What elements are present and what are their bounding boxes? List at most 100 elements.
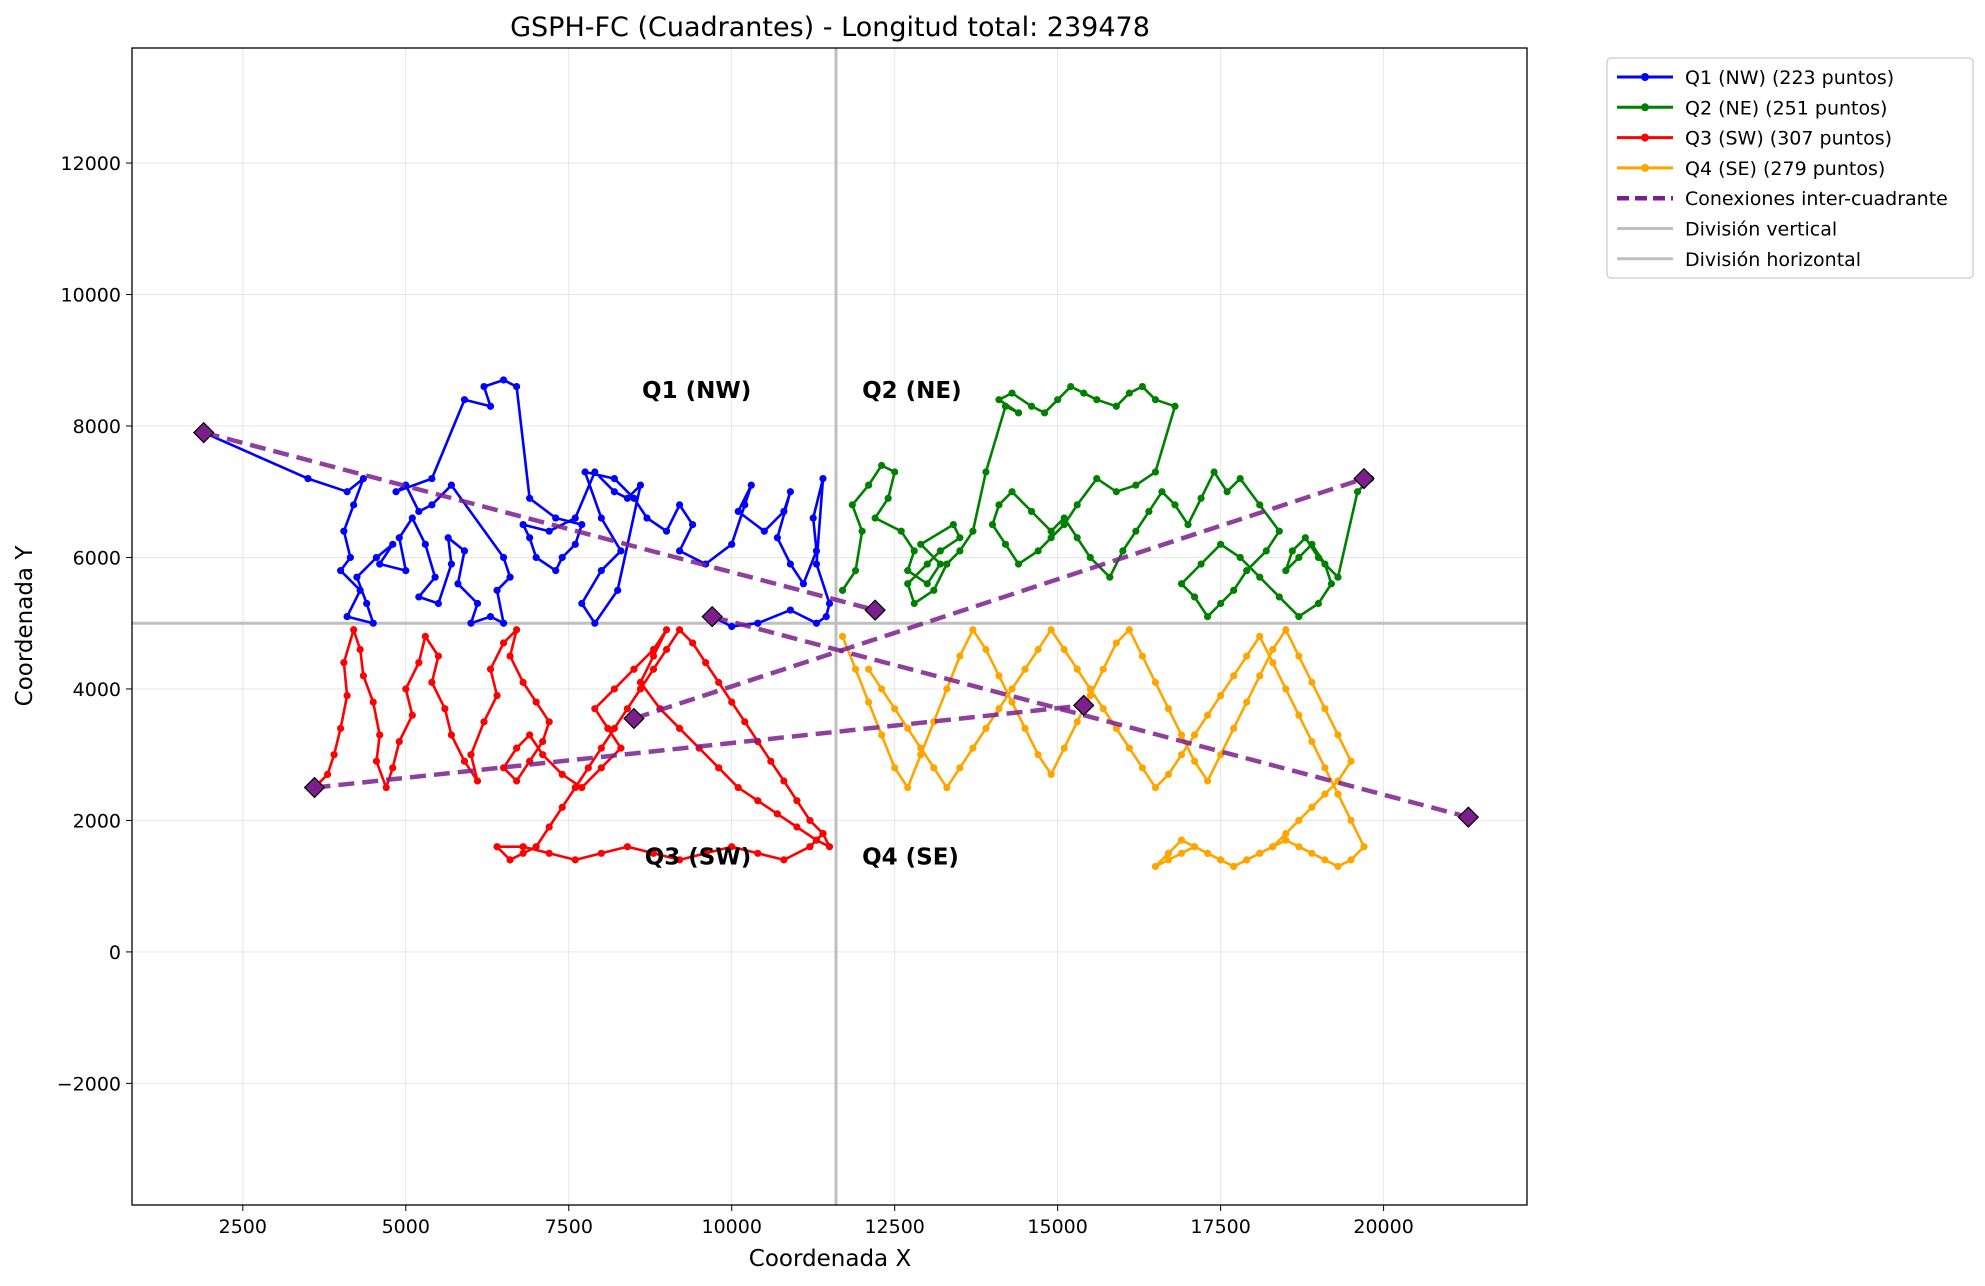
series-point (910, 547, 918, 555)
series-point (812, 560, 821, 568)
series-point (1060, 744, 1068, 752)
inter-quadrant-connections (192, 421, 1480, 828)
x-tick-label: 5000 (382, 1216, 430, 1238)
series-point (1008, 389, 1016, 397)
series-point (858, 527, 866, 535)
series-point (460, 757, 469, 765)
series-point (1256, 501, 1264, 509)
series-point (552, 567, 560, 575)
series-point (1184, 521, 1192, 529)
series-point (1034, 751, 1042, 759)
legend-entry: Conexiones inter-cuadrante (1617, 188, 1948, 210)
series-point (591, 468, 599, 476)
series-point (408, 711, 416, 719)
series-point (1086, 685, 1094, 693)
series-point (930, 586, 938, 594)
series-point (372, 553, 381, 562)
series-point (1269, 659, 1277, 667)
series-point (1243, 856, 1251, 864)
series-point (1269, 843, 1277, 851)
series-point (454, 580, 462, 588)
series-point (336, 724, 345, 732)
series-point (1190, 593, 1199, 601)
series-point (825, 599, 834, 608)
series-point (1269, 645, 1277, 654)
series-point (1295, 843, 1303, 851)
series-point (1001, 402, 1010, 410)
series-point (897, 527, 905, 535)
quadrant-label: Q3 (SW) (645, 845, 752, 871)
series-point (513, 382, 521, 391)
legend-entry: Q3 (SW) (307 puntos) (1617, 128, 1892, 150)
series-point (382, 783, 390, 792)
series-point (956, 534, 964, 542)
series-point (988, 521, 997, 529)
series-point (428, 474, 436, 483)
series-point (741, 718, 749, 726)
series-point (467, 619, 475, 627)
series-point (343, 691, 351, 700)
series-point (982, 724, 990, 732)
series-point (1334, 862, 1342, 871)
series-point (1308, 540, 1316, 548)
x-axis-title: Coordenada X (749, 1246, 912, 1272)
series-point (597, 567, 605, 575)
series-point (1008, 488, 1016, 496)
series-point (728, 622, 736, 631)
series-point (1360, 843, 1368, 851)
series-point (786, 488, 794, 496)
series-point (747, 481, 755, 489)
series-point (506, 856, 514, 864)
series-point (389, 764, 397, 772)
series-point (614, 586, 622, 594)
series-point (943, 685, 951, 693)
series-point (1288, 547, 1296, 555)
connection-endpoint-marker (192, 421, 215, 444)
series-point (636, 481, 645, 489)
legend-label: División horizontal (1685, 249, 1861, 271)
series-point (822, 613, 830, 621)
series-point (428, 501, 436, 509)
series-point (1256, 672, 1264, 680)
series-point (545, 849, 553, 857)
axis-ticks: 2500 5000 7500 10000 12500 15000 17500 20000−20… (57, 153, 1414, 1238)
series-point (1034, 645, 1042, 654)
series-point (649, 849, 658, 857)
series-point (1112, 639, 1120, 647)
series-point (532, 843, 540, 851)
series-point (1217, 540, 1225, 548)
series-point (1164, 770, 1173, 779)
connection-endpoint-marker (701, 605, 723, 628)
series-point (767, 757, 775, 765)
series-point (649, 652, 658, 660)
series-point (623, 843, 632, 851)
plot-title: GSPH-FC (Cuadrantes) - Longitud total: 2… (510, 12, 1150, 43)
series-point (675, 501, 684, 509)
connection-line (203, 430, 876, 613)
series-point (1347, 757, 1355, 765)
series-point (1086, 553, 1094, 562)
series-point (1243, 567, 1251, 575)
series-point (1308, 849, 1316, 857)
series-point (812, 547, 821, 555)
legend-entry: Q1 (NW) (223 puntos) (1617, 67, 1894, 89)
series-point (1047, 534, 1055, 542)
series-point (1308, 737, 1316, 746)
series-point (741, 501, 749, 509)
series-point (904, 783, 912, 792)
series-point (1236, 474, 1244, 483)
connection-line (711, 614, 1469, 820)
series-point (350, 501, 358, 509)
series-point (956, 764, 964, 772)
series-point (1347, 816, 1355, 825)
series-point (1334, 790, 1342, 798)
series-point (662, 527, 671, 535)
series-point (917, 540, 925, 548)
series-point (623, 494, 632, 502)
series-point (865, 481, 873, 489)
series-point (848, 501, 856, 509)
legend-label: Q1 (NW) (223 puntos) (1685, 67, 1894, 89)
series-point (434, 652, 442, 660)
series-point (539, 737, 547, 746)
series-q2 (838, 382, 1375, 621)
